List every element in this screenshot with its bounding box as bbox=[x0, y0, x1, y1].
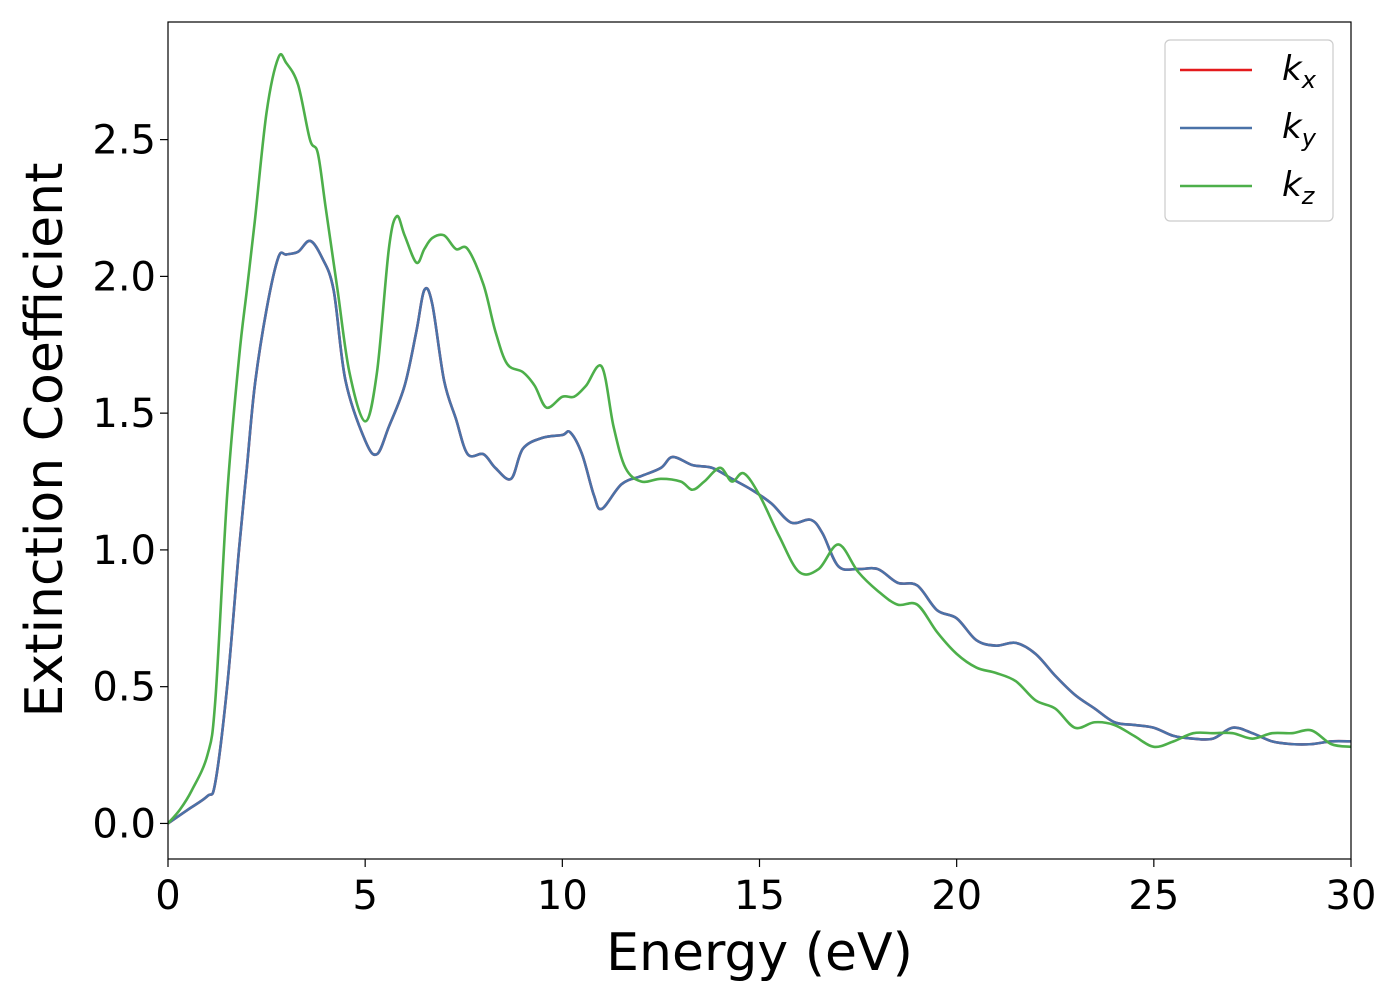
y-tick-label: 1.0 bbox=[92, 528, 156, 574]
x-tick-label: 20 bbox=[931, 873, 982, 919]
series-layer bbox=[168, 53, 1351, 825]
y-tick-label: 1.5 bbox=[92, 391, 156, 437]
x-tick-label: 5 bbox=[352, 873, 377, 919]
x-tick-label: 10 bbox=[537, 873, 588, 919]
y-axis-title: Extinction Coefficient bbox=[15, 163, 75, 718]
legend-box bbox=[1164, 39, 1334, 222]
x-axis-title: Energy (eV) bbox=[606, 923, 913, 983]
x-tick-label: 0 bbox=[155, 873, 180, 919]
y-tick-label: 0.5 bbox=[92, 665, 156, 711]
series-line-kz bbox=[168, 53, 1351, 825]
x-tick-label: 30 bbox=[1326, 873, 1377, 919]
y-tick-label: 2.5 bbox=[92, 118, 156, 164]
y-tick-label: 0.0 bbox=[92, 801, 156, 847]
y-tick-label: 2.0 bbox=[92, 254, 156, 300]
y-axis-ticks: 0.0 0.5 1.0 1.5 2.0 2.5 bbox=[92, 118, 168, 847]
series-line-ky bbox=[168, 239, 1351, 825]
x-tick-label: 25 bbox=[1128, 873, 1179, 919]
x-axis-ticks: 0 5 10 15 20 25 30 bbox=[155, 859, 1376, 919]
x-tick-label: 15 bbox=[734, 873, 785, 919]
